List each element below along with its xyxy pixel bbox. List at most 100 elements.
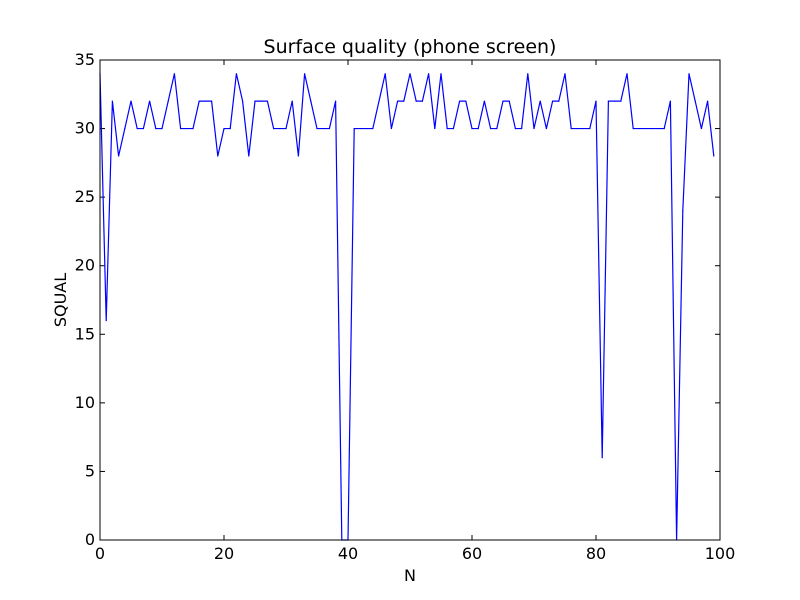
y-tick-label: 25 (75, 187, 95, 206)
data-point (589, 127, 591, 130)
data-point (700, 127, 703, 130)
data-point (390, 127, 392, 130)
data-point (397, 100, 399, 102)
data-point (260, 100, 262, 102)
data-point (713, 155, 715, 157)
data-point (496, 127, 498, 130)
data-point (583, 127, 585, 130)
data-point (124, 127, 126, 130)
data-point (378, 100, 380, 102)
data-point (440, 73, 442, 75)
data-point (198, 100, 200, 102)
x-tick-label: 20 (214, 544, 234, 563)
data-point (248, 155, 250, 157)
data-point (310, 100, 312, 102)
data-point (415, 100, 417, 102)
data-point (186, 127, 188, 130)
data-point (217, 155, 219, 157)
data-point (403, 100, 405, 102)
data-point (682, 210, 684, 212)
data-point (514, 127, 517, 130)
data-point (192, 127, 194, 130)
data-point (688, 73, 690, 75)
data-point (328, 127, 330, 130)
x-axis-label: N (404, 566, 416, 585)
data-point (149, 100, 151, 102)
data-point (527, 73, 529, 75)
data-point (235, 73, 237, 75)
y-tick-label: 5 (85, 461, 95, 480)
data-point (105, 319, 107, 322)
data-point (409, 73, 411, 75)
data-point (694, 100, 696, 102)
data-point (335, 100, 337, 102)
data-point (614, 100, 616, 102)
plot-frame (99, 59, 721, 541)
data-point (638, 127, 641, 130)
data-point (465, 100, 467, 102)
data-point (304, 73, 306, 75)
y-tick-label: 10 (75, 393, 95, 412)
series-line (99, 73, 715, 541)
y-tick-label: 0 (85, 530, 95, 549)
data-point (384, 73, 386, 75)
data-point (204, 100, 206, 102)
x-tick-label: 100 (705, 544, 736, 563)
data-point (446, 127, 448, 130)
data-point (366, 127, 368, 130)
data-point (285, 127, 287, 130)
data-point (322, 127, 324, 130)
data-point (576, 127, 579, 130)
x-tick-label: 40 (338, 544, 358, 563)
data-point (452, 127, 454, 130)
data-point (570, 127, 572, 130)
data-point (130, 100, 132, 102)
data-point (477, 127, 479, 130)
data-point (471, 127, 473, 130)
y-tick-label: 35 (75, 50, 95, 69)
data-point (428, 73, 430, 75)
data-point (502, 100, 504, 102)
y-tick-label: 30 (75, 119, 95, 138)
x-tick-label: 60 (462, 544, 482, 563)
data-point (508, 100, 510, 102)
data-point (564, 73, 566, 75)
data-point (353, 127, 355, 130)
data-point (626, 73, 628, 75)
plot-lines (99, 73, 715, 541)
data-point (620, 100, 622, 102)
data-point (595, 100, 597, 102)
data-point (552, 100, 554, 102)
data-point (167, 100, 169, 102)
chart-title: Surface quality (phone screen) (264, 36, 557, 58)
data-point (663, 127, 665, 130)
data-point (521, 127, 523, 130)
ticks: 0 20 40 60 80 100 0 5 10 15 20 25 30 35 (75, 50, 736, 563)
data-point (434, 127, 436, 130)
data-point (254, 100, 256, 102)
data-point (136, 127, 138, 130)
data-point (173, 73, 175, 75)
data-point (142, 127, 144, 130)
data-point (707, 100, 709, 102)
data-point (161, 127, 163, 130)
data-point (279, 127, 281, 130)
x-tick-label: 0 (95, 544, 105, 563)
data-point (111, 100, 113, 102)
data-point (297, 155, 299, 157)
data-point (180, 127, 182, 130)
y-tick-label: 20 (75, 256, 95, 275)
data-point (539, 100, 541, 102)
y-tick-label: 15 (75, 324, 95, 343)
data-point (316, 127, 318, 130)
data-point (211, 100, 213, 102)
data-point (545, 127, 548, 130)
data-point (242, 100, 244, 102)
data-point (372, 127, 374, 130)
data-point (155, 127, 157, 130)
y-axis-label: SQUAL (51, 273, 70, 327)
data-point (359, 127, 361, 130)
data-point (645, 127, 647, 130)
data-point (533, 127, 535, 130)
